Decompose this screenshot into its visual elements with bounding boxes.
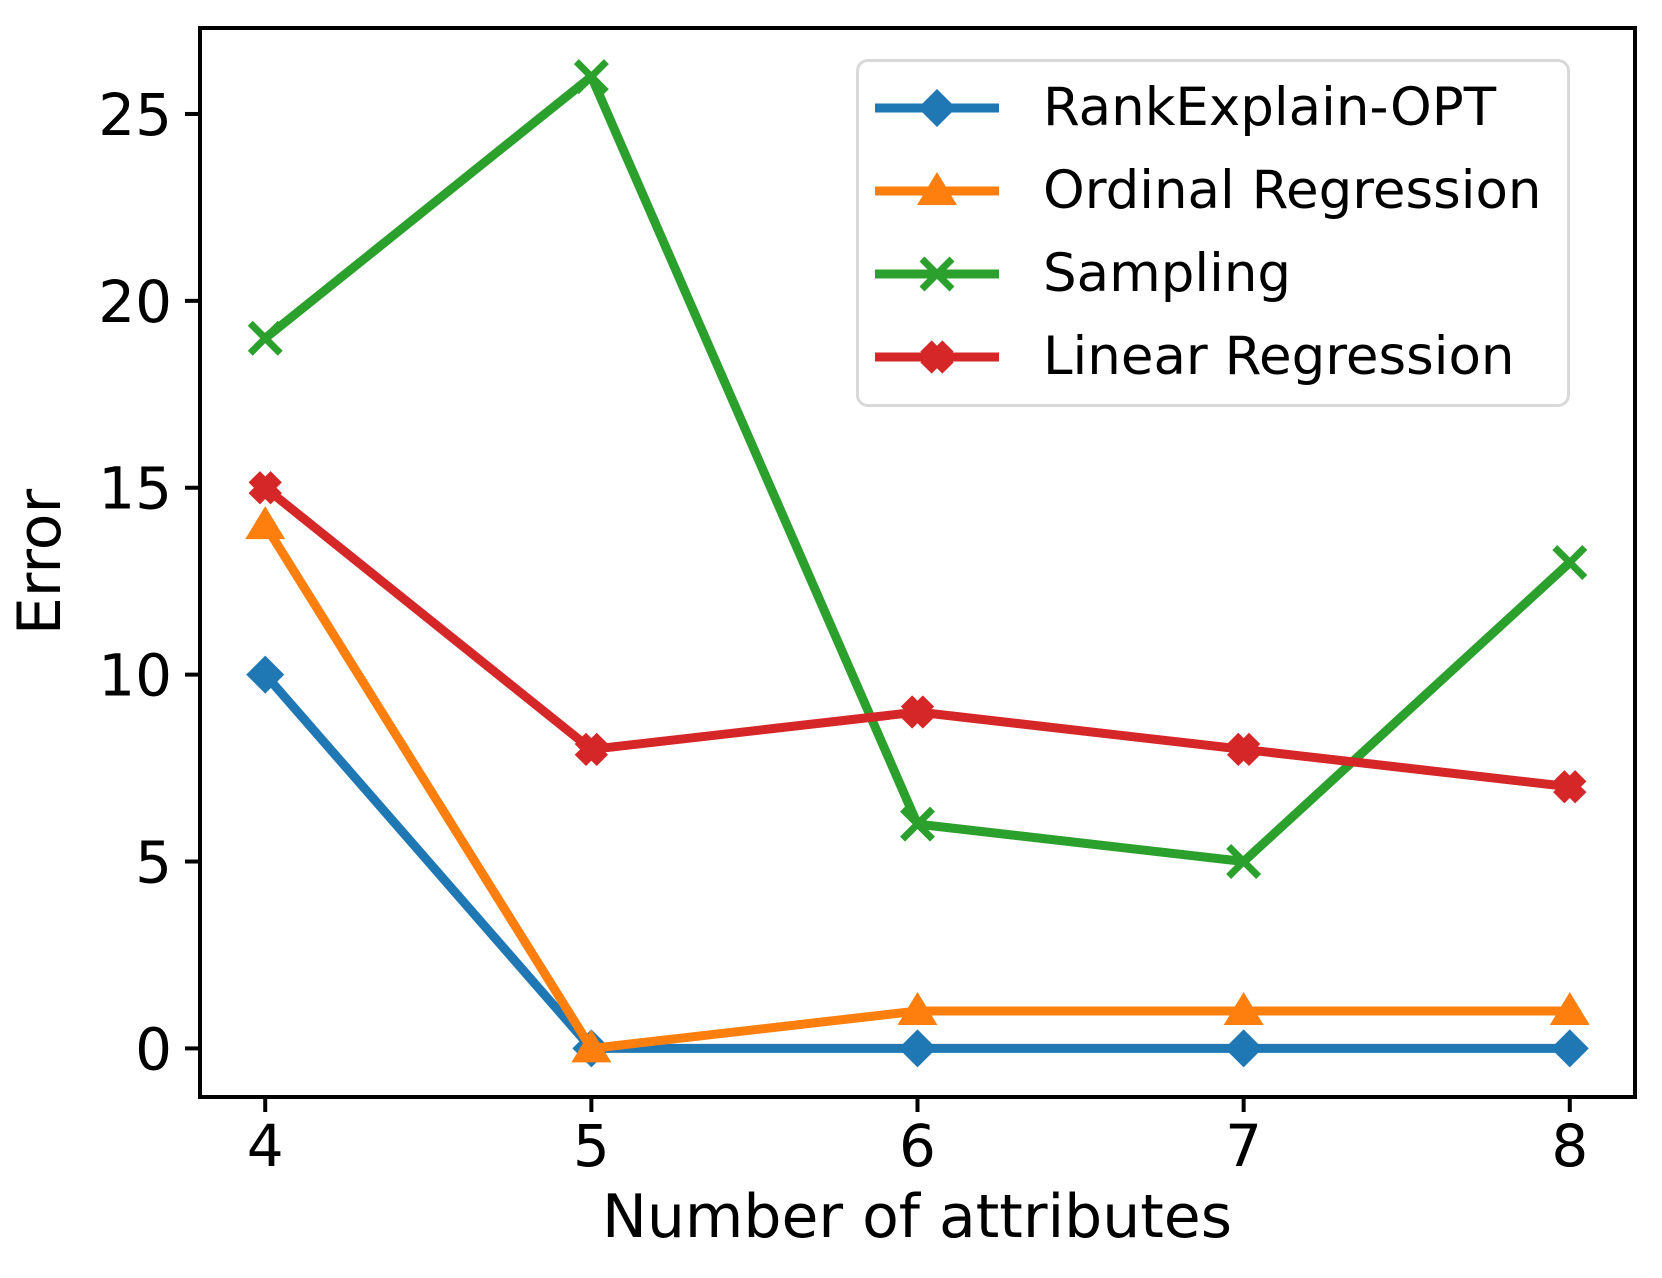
axis-ticks: 4 5 6 7 8 0 5 10 15 20 25 (98, 81, 1588, 1180)
legend-label: Linear Regression (1043, 326, 1515, 387)
legend-item-linear-regression: Linear Regression (875, 315, 1541, 398)
bold-x-marker (900, 695, 935, 729)
x-axis-label: Number of attributes (602, 1182, 1232, 1252)
legend-item-sampling: Sampling (875, 232, 1541, 315)
legend-sample-line (875, 88, 999, 127)
diamond-marker (1224, 1029, 1263, 1068)
legend-label: RankExplain-OPT (1043, 77, 1497, 138)
diamond-marker (918, 88, 956, 127)
y-tick-label: 15 (98, 455, 172, 523)
plot-border (198, 26, 1637, 1099)
x-marker (247, 320, 283, 356)
x-tick-label: 5 (573, 1112, 610, 1180)
bold-x-marker (1226, 732, 1261, 767)
triangle-marker (1223, 992, 1264, 1026)
y-tick-label: 20 (98, 268, 172, 336)
y-tick-label: 25 (98, 81, 172, 149)
legend-sample-line (875, 256, 999, 291)
y-axis-label: Error (5, 489, 75, 636)
series-line (261, 522, 1570, 1053)
x-marker (573, 59, 609, 95)
series-linear-regression (248, 471, 1587, 804)
legend-item-ordinal-regression: Ordinal Regression (875, 149, 1541, 232)
triangle-marker (897, 992, 938, 1026)
bold-x-marker (1553, 770, 1587, 804)
x-tick-label: 7 (1225, 1112, 1262, 1180)
legend: RankExplain-OPT Ordinal Regression Samplin… (856, 59, 1571, 407)
legend-item-rankexplain-opt: RankExplain-OPT (875, 66, 1541, 149)
y-tick-label: 0 (135, 1015, 172, 1083)
diamond-marker (246, 655, 285, 694)
x-tick-label: 4 (247, 1112, 284, 1180)
triangle-marker (245, 506, 286, 540)
x-marker (919, 256, 955, 291)
x-marker (1552, 545, 1588, 580)
x-marker (900, 806, 935, 842)
x-tick-label: 8 (1551, 1112, 1588, 1180)
bold-x-marker (920, 339, 954, 374)
triangle-marker (1549, 992, 1590, 1026)
y-tick-label: 10 (98, 642, 172, 710)
diamond-marker (898, 1029, 937, 1068)
x-tick-label: 6 (899, 1112, 936, 1180)
triangle-marker (917, 171, 957, 205)
legend-label: Ordinal Regression (1043, 160, 1542, 221)
diamond-marker (1550, 1029, 1589, 1068)
bold-x-marker (248, 471, 282, 505)
legend-label: Sampling (1043, 243, 1292, 304)
series-ordinal-regression (245, 506, 1590, 1063)
x-marker (1226, 844, 1262, 879)
data-series (245, 59, 1590, 1068)
triangle-marker (571, 1029, 612, 1063)
y-tick-label: 5 (135, 829, 172, 897)
legend-sample-line (875, 171, 999, 205)
legend-sample-line (875, 339, 999, 374)
bold-x-marker (574, 732, 609, 767)
